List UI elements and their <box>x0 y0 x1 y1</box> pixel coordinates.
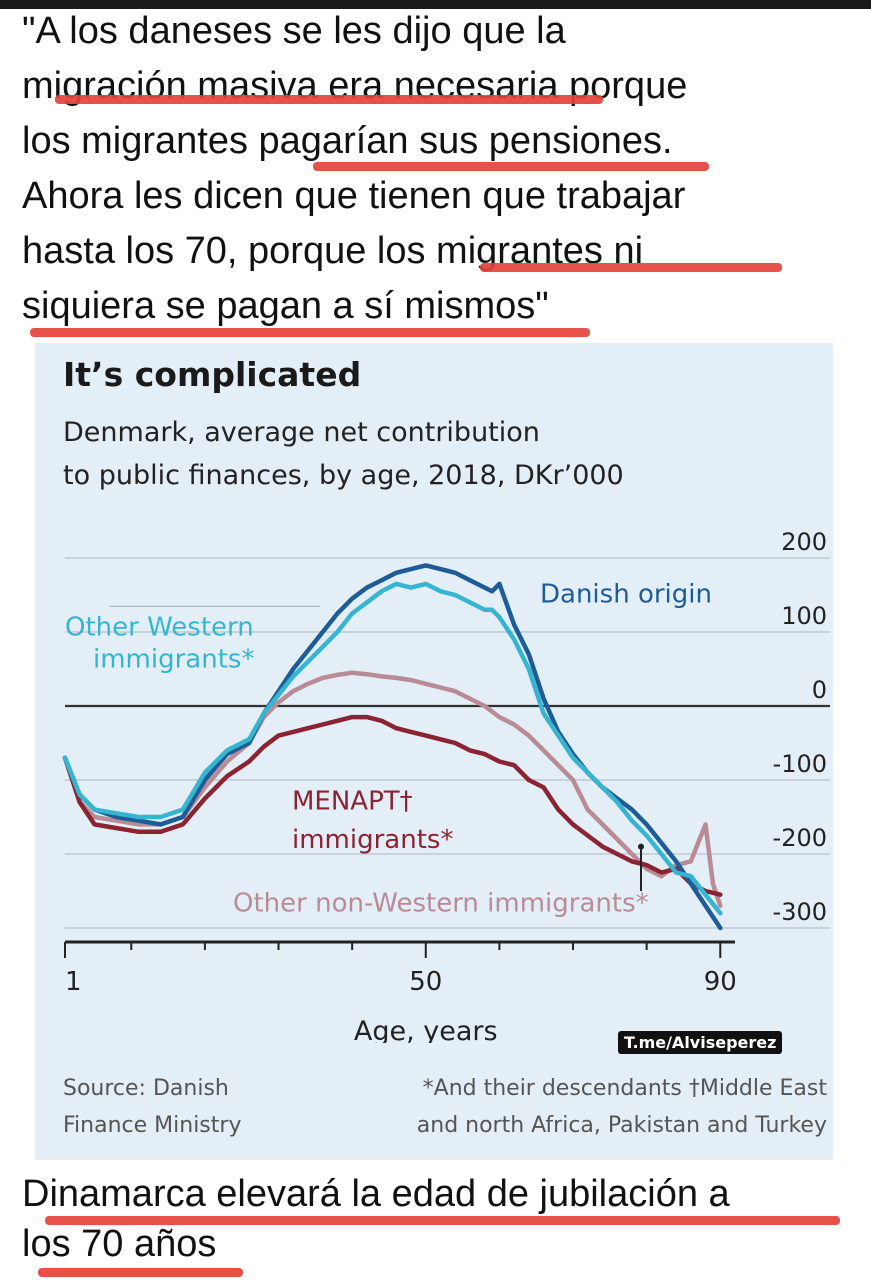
y-tick-label: 100 <box>781 602 827 630</box>
bottom-caption: Dinamarca elevará la edad de jubilación … <box>22 1169 862 1269</box>
subtitle-line: Denmark, average net contribution <box>63 417 540 448</box>
y-tick-label: -300 <box>773 898 827 926</box>
highlight-underline <box>55 95 603 104</box>
highlight-underline <box>480 263 782 272</box>
quote-line: los migrantes pagarían sus pensiones. <box>22 120 673 162</box>
highlight-underline <box>313 162 709 171</box>
top-bar <box>0 0 871 9</box>
x-tick-label: 1 <box>65 967 82 997</box>
series-label: Danish origin <box>540 579 712 609</box>
label-marker <box>638 843 644 850</box>
series-line-other-western <box>62 581 723 916</box>
x-tick-label: 50 <box>409 967 442 997</box>
y-tick-label: 0 <box>812 676 827 704</box>
subtitle-line: to public finances, by age, 2018, DKr’00… <box>63 460 624 491</box>
series-label: Other non-Western immigrants* <box>233 889 649 919</box>
highlight-underline <box>45 1216 840 1225</box>
series-label: immigrants* <box>93 645 254 675</box>
quote-line: Ahora les dicen que tienen que trabajar <box>22 175 686 217</box>
footnote-line: *And their descendants †Middle East <box>422 1076 827 1101</box>
line-chart: 200 100 0 -100 -200 -300 1 50 90 Age, years Danish… <box>62 528 830 1043</box>
source-note: Source: Danish Finance Ministry <box>63 1070 293 1144</box>
chart-panel: It’s complicated Denmark, average net co… <box>35 343 833 1160</box>
highlight-underline <box>38 1268 243 1277</box>
source-line: Finance Ministry <box>63 1113 242 1138</box>
caption-line: los 70 años <box>22 1223 217 1265</box>
series-line-danish-origin <box>62 563 723 931</box>
caption-line: Dinamarca elevará la edad de jubilación … <box>22 1173 730 1215</box>
footnote-line: and north Africa, Pakistan and Turkey <box>416 1113 827 1138</box>
highlight-underline <box>30 328 590 337</box>
source-line: Source: Danish <box>63 1076 229 1101</box>
x-axis-title: Age, years <box>354 1016 498 1043</box>
quote-line: siquiera se pagan a sí mismos" <box>22 285 549 327</box>
chart-title: It’s complicated <box>63 355 362 394</box>
y-tick-label: -100 <box>773 750 827 778</box>
series-line-menapt <box>62 714 723 897</box>
footnote: *And their descendants †Middle East and … <box>367 1070 827 1144</box>
series-line-other-non-western <box>62 670 723 909</box>
series-label: immigrants* <box>292 825 453 855</box>
x-tick-label: 90 <box>704 967 737 997</box>
quote-line: migración masiva era necesaria porque <box>22 65 688 107</box>
y-tick-label: -200 <box>773 824 827 852</box>
quote-line: "A los daneses se les dijo que la <box>22 10 566 52</box>
series-label: MENAPT† <box>292 787 413 817</box>
chart-subtitle: Denmark, average net contribution to pub… <box>63 411 763 497</box>
y-tick-label: 200 <box>781 528 827 556</box>
series-label: Other Western <box>65 613 254 643</box>
watermark-badge: T.me/Alviseperez <box>618 1031 783 1054</box>
